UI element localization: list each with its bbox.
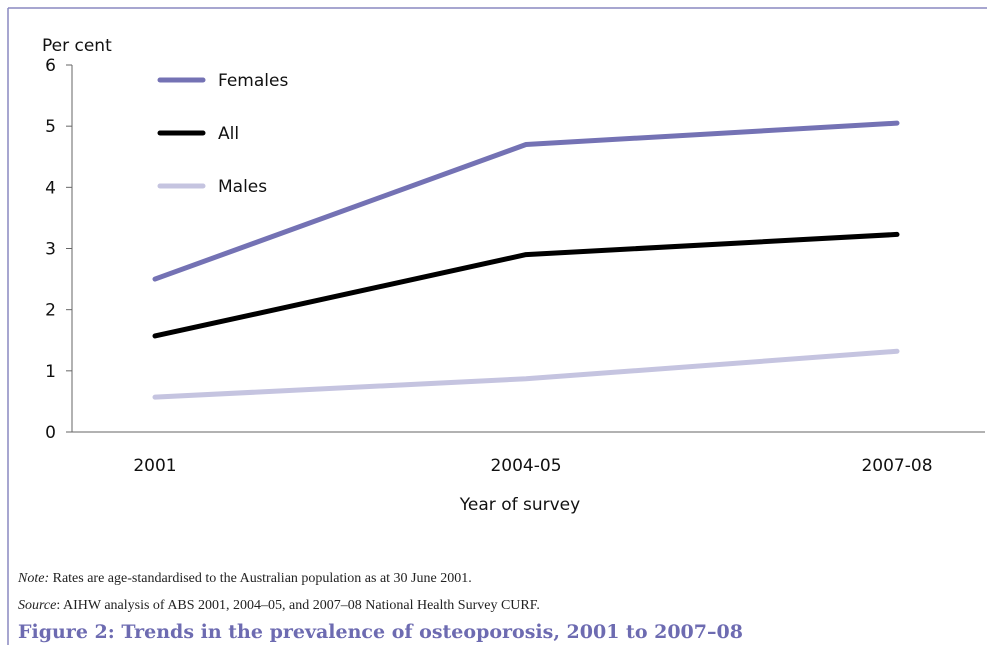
note-label: Note: [17, 571, 49, 586]
y-tick-label: 0 [45, 423, 56, 443]
note-text: Rates are age-standardised to the Austra… [49, 571, 472, 586]
y-tick-label: 1 [45, 362, 56, 382]
legend-label: Females [218, 71, 288, 91]
y-tick-label: 3 [45, 240, 56, 260]
y-axis-title: Per cent [42, 36, 112, 56]
series-line [152, 120, 900, 282]
legend-label: Males [218, 177, 267, 197]
caption: Figure 2: Trends in the prevalence of os… [18, 621, 743, 643]
source-text: : AIHW analysis of ABS 2001, 2004–05, an… [56, 598, 540, 613]
source-label: Source [18, 598, 56, 613]
legend-label: All [218, 124, 239, 144]
x-tick-label: 2004-05 [490, 456, 561, 476]
x-tick-label: 2001 [133, 456, 176, 476]
y-tick-label: 6 [45, 56, 56, 76]
y-tick-label: 2 [45, 301, 56, 321]
y-tick-label: 5 [45, 117, 56, 137]
series-line [152, 348, 900, 400]
source: Source: AIHW analysis of ABS 2001, 2004–… [18, 598, 540, 613]
x-axis-title: Year of survey [459, 495, 580, 515]
series-line [152, 231, 900, 339]
y-tick-label: 4 [45, 178, 56, 198]
x-tick-label: 2007-08 [861, 456, 932, 476]
note: Note: Rates are age-standardised to the … [17, 571, 472, 586]
